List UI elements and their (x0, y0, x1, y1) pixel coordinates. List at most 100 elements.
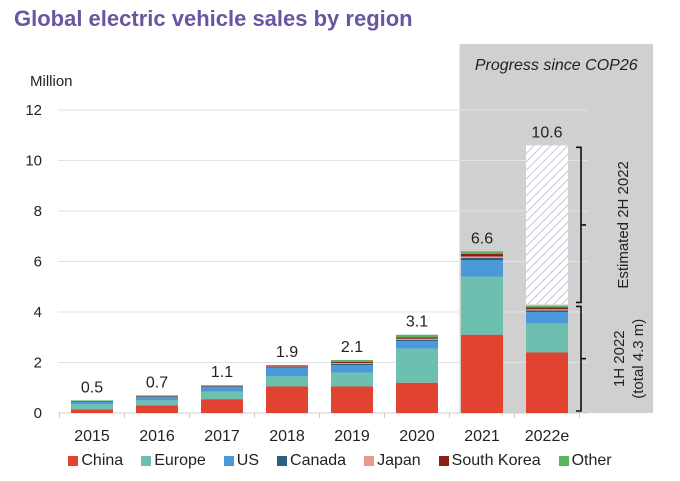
bracket-estimated-2h (576, 146, 586, 304)
bar-segment-china (266, 386, 308, 413)
y-tick-label: 12 (25, 102, 42, 119)
bracket-label-1h-total: (total 4.3 m) (630, 319, 647, 399)
bar-segment-us (201, 386, 243, 392)
y-tick-label: 0 (34, 405, 42, 422)
bar-segment-japan (526, 309, 568, 311)
x-tick-label: 2015 (74, 428, 110, 445)
x-tick-label: 2016 (139, 428, 175, 445)
legend-item-us: US (223, 452, 260, 470)
bar-segment-other (71, 400, 113, 402)
legend-swatch (277, 456, 288, 466)
legend-item-europe: Europe (141, 452, 206, 470)
bracket-label-estimated: Estimated 2H 2022 (615, 161, 632, 289)
bar-segment-china (461, 334, 503, 413)
data-label-total: 1.9 (276, 344, 298, 361)
chart-svg: Progress since COP26 Million 0 2 4 6 8 10 12 2… (25, 44, 653, 445)
legend-swatch (438, 456, 449, 466)
bar-segment-japan (331, 363, 373, 364)
bar-segment-south-korea (396, 337, 438, 339)
bar-segment-canada (396, 339, 438, 342)
legend-item-other: Other (558, 452, 612, 470)
bar-segment-japan (266, 366, 308, 367)
bar-segment-canada (266, 366, 308, 368)
bracket-1h (576, 305, 586, 412)
y-tick-label: 8 (34, 203, 42, 220)
bar-segment-south-korea (331, 361, 373, 364)
bar-segment-europe (331, 372, 373, 387)
bar-segment-us (266, 367, 308, 377)
x-tick-label: 2020 (399, 428, 435, 445)
legend-label: Canada (290, 452, 347, 469)
x-tick-label: 2018 (269, 428, 305, 445)
x-tick-label: 2021 (464, 428, 500, 445)
cop26-highlight-label: Progress since COP26 (475, 57, 638, 74)
bar-segment-europe (461, 276, 503, 335)
legend-swatch (223, 456, 234, 466)
y-tick-label: 10 (25, 153, 42, 170)
legend-item-japan: Japan (364, 452, 421, 470)
bar-segment-china (136, 405, 178, 413)
data-label-total: 10.6 (531, 124, 562, 141)
bar-segment-china (331, 386, 373, 413)
bar-segment-europe (396, 348, 438, 383)
x-tick-label: 2017 (204, 428, 240, 445)
legend-swatch (364, 456, 375, 466)
legend-item-south-korea: South Korea (438, 452, 541, 470)
legend-label: US (236, 452, 260, 469)
legend-swatch (68, 456, 79, 466)
bar-segment-japan (396, 338, 438, 340)
legend-label: Other (571, 452, 612, 469)
bar-segment-other (266, 365, 308, 366)
bar-segment-japan (461, 256, 503, 258)
bar-segment-china (201, 399, 243, 413)
bar-segment-other (461, 251, 503, 254)
bar-segment-europe (136, 400, 178, 406)
bar-segment-us (136, 396, 178, 401)
bar-segment-us (396, 341, 438, 349)
bar-segment-europe (266, 376, 308, 387)
chart-title: Global electric vehicle sales by region (14, 6, 413, 31)
bar-segment-us (71, 401, 113, 405)
data-label-total: 0.7 (146, 374, 168, 391)
legend: China Europe US Canada Japan South Korea Other (0, 452, 680, 470)
bar-segment-canada (526, 310, 568, 312)
bar-segment-other (331, 359, 373, 362)
bar-segment-other (396, 334, 438, 338)
data-label-total: 6.6 (471, 230, 493, 247)
y-tick-label: 6 (34, 254, 42, 271)
bar-segment-other (201, 385, 243, 387)
legend-item-canada: Canada (277, 452, 346, 470)
legend-swatch (558, 456, 569, 466)
bar-segment-europe (201, 391, 243, 400)
data-label-total: 0.5 (81, 379, 103, 396)
bracket-label-1h: 1H 2022 (611, 330, 628, 387)
bar-segment-europe (71, 404, 113, 410)
y-axis-label: Million (30, 73, 73, 90)
bar-segment-china (396, 382, 438, 413)
legend-label: South Korea (451, 452, 541, 469)
bar-segment-us (461, 260, 503, 277)
legend-label: Japan (377, 452, 421, 469)
legend-item-china: China (68, 452, 123, 470)
legend-swatch (141, 456, 152, 466)
legend-label: China (81, 452, 124, 469)
x-tick-label: 2022e (525, 428, 570, 445)
bar-segment-south-korea (526, 307, 568, 310)
bar-segment-other (136, 395, 178, 397)
bar-segment-china (526, 352, 568, 413)
bar-segment-us (526, 312, 568, 324)
bar-segment-canada (461, 257, 503, 261)
bar-segment-europe (526, 323, 568, 353)
bar-segment-us (331, 365, 373, 373)
data-label-total: 3.1 (406, 314, 428, 331)
y-tick-label: 4 (34, 304, 42, 321)
y-tick-label: 2 (34, 355, 42, 372)
bar-segment-other (526, 305, 568, 308)
bar-segment-south-korea (461, 253, 503, 257)
x-tick-label: 2019 (334, 428, 370, 445)
data-label-total: 2.1 (341, 339, 363, 356)
legend-label: Europe (154, 452, 206, 469)
bar-segment-estimated (526, 145, 568, 305)
bar-segment-south-korea (266, 365, 308, 367)
bar-segment-canada (331, 363, 373, 366)
